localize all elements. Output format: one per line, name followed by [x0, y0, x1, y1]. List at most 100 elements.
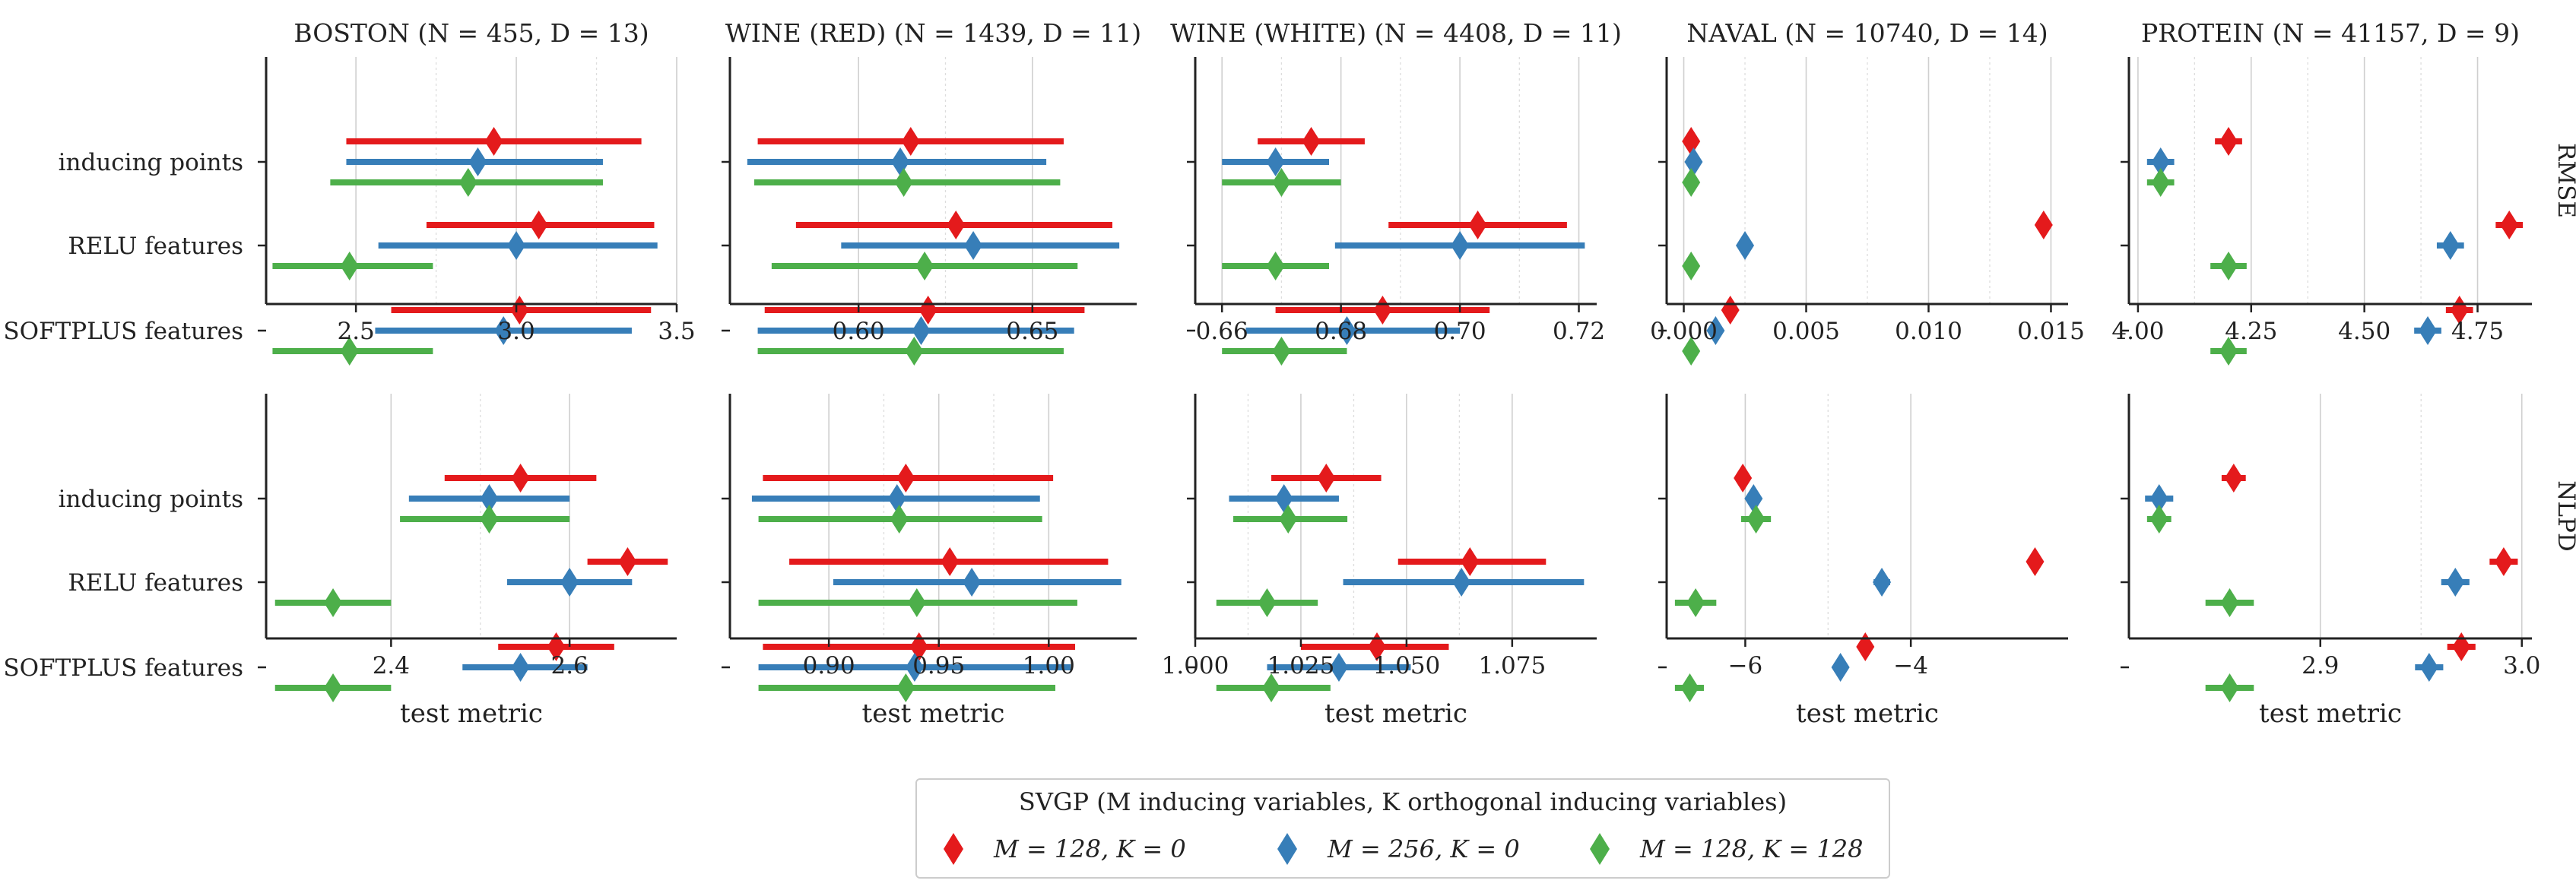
data-point-marker — [1266, 252, 1285, 280]
x-tick-label: 1.075 — [1478, 652, 1546, 679]
figure: 2.5 3.0 3.5 inducing points RELU features SOF… — [3, 18, 2576, 729]
y-tick-label: SOFTPLUS features — [3, 318, 243, 345]
data-point-marker — [1856, 632, 1875, 661]
data-point-marker — [2419, 653, 2438, 682]
x-axis-label: test metric — [862, 698, 1005, 729]
x-tick-label: 1.025 — [1267, 652, 1335, 679]
legend-label-blue: M = 256, K = 0 — [1328, 835, 1520, 863]
x-tick-label: 0.005 — [1772, 318, 1840, 345]
x-tick-label: −6 — [1728, 652, 1763, 679]
subplot-wine-red--nlpd: 0.90 0.95 1.00 test metric — [722, 394, 1137, 729]
data-point-marker — [963, 568, 982, 597]
data-point-marker — [1302, 127, 1321, 156]
subplot-wine-white--rmse: 0.66 0.68 0.70 0.72 WINE (WHITE) (N = 4408, … — [1170, 18, 1622, 366]
x-tick-label: 0.66 — [1196, 318, 1248, 345]
data-point-marker — [507, 231, 526, 260]
x-tick-label: 0.60 — [833, 318, 885, 345]
x-tick-label: −4 — [1893, 652, 1928, 679]
data-point-marker — [1682, 168, 1701, 197]
x-tick-label: 4.75 — [2451, 318, 2504, 345]
legend-marker-green-diamond-icon — [1590, 833, 1610, 865]
subplot-naval-nlpd: −6 −4 test metric — [1658, 394, 2068, 729]
data-point-marker — [894, 168, 913, 197]
x-tick-label: 0.70 — [1434, 318, 1486, 345]
x-tick-label: 4.00 — [2111, 318, 2164, 345]
data-point-marker — [1736, 231, 1755, 260]
data-point-marker — [480, 505, 499, 534]
data-point-marker — [1279, 505, 1298, 534]
y-tick-label: RELU features — [68, 569, 243, 597]
data-point-marker — [1373, 296, 1392, 325]
x-tick-label: 3.5 — [658, 318, 695, 345]
subplot-title: BOSTON (N = 455, D = 13) — [293, 18, 649, 48]
data-point-marker — [1686, 588, 1705, 617]
x-tick-label: 2.4 — [373, 652, 410, 679]
data-point-marker — [1452, 568, 1471, 597]
data-point-marker — [1706, 316, 1725, 345]
data-point-marker — [1337, 316, 1356, 345]
data-point-marker — [890, 505, 909, 534]
data-point-marker — [912, 316, 931, 345]
subplot-title: WINE (RED) (N = 1439, D = 11) — [725, 18, 1141, 48]
data-point-marker — [905, 337, 924, 366]
x-tick-label: 3.0 — [2503, 652, 2540, 679]
legend-item-red: M = 128, K = 0 — [944, 830, 1186, 868]
data-point-marker — [1684, 147, 1703, 176]
data-point-marker — [2494, 547, 2513, 576]
data-point-marker — [896, 673, 915, 702]
data-point-marker — [2149, 505, 2168, 534]
legend: SVGP (M inducing variables, K orthogonal… — [915, 778, 1890, 879]
x-axis-label: test metric — [400, 698, 543, 729]
data-point-marker — [1451, 231, 1470, 260]
data-point-marker — [1744, 484, 1763, 513]
x-tick-label: 1.00 — [1023, 652, 1075, 679]
x-tick-label: 0.010 — [1895, 318, 1962, 345]
x-tick-label: 2.5 — [337, 318, 374, 345]
y-tick-label: SOFTPLUS features — [3, 654, 243, 682]
data-point-marker — [2220, 588, 2239, 617]
data-point-marker — [905, 653, 924, 682]
data-point-marker — [1831, 653, 1850, 682]
data-point-marker — [1682, 252, 1701, 280]
legend-label-red: M = 128, K = 0 — [994, 835, 1186, 863]
data-point-marker — [618, 547, 637, 576]
data-point-marker — [1682, 127, 1701, 156]
x-tick-label: 0.95 — [912, 652, 965, 679]
data-point-marker — [2149, 484, 2168, 513]
legend-label-green: M = 128, K = 128 — [1640, 835, 1864, 863]
data-point-marker — [901, 127, 920, 156]
data-point-marker — [2219, 337, 2238, 366]
data-point-marker — [2452, 632, 2471, 661]
data-point-marker — [964, 231, 983, 260]
data-point-marker — [915, 252, 934, 280]
subplot-boston-rmse: 2.5 3.0 3.5 inducing points RELU features SOF… — [3, 18, 696, 366]
subplot-boston-nlpd: 2.4 2.6 inducing points RELU features SOFTPL… — [3, 394, 677, 729]
data-point-marker — [947, 211, 966, 239]
data-point-marker — [324, 588, 343, 617]
x-tick-label: 2.6 — [550, 652, 588, 679]
x-axis-label: test metric — [2259, 698, 2402, 729]
data-point-marker — [458, 168, 477, 197]
x-tick-label: 4.50 — [2338, 318, 2390, 345]
subplot-title: WINE (WHITE) (N = 4408, D = 11) — [1170, 18, 1622, 48]
data-point-marker — [324, 673, 343, 702]
y-tick-label: inducing points — [59, 149, 243, 176]
x-tick-label: 0.72 — [1553, 318, 1605, 345]
data-point-marker — [1682, 337, 1701, 366]
x-tick-label: 1.000 — [1162, 652, 1229, 679]
data-point-marker — [2219, 252, 2238, 280]
x-axis-label: test metric — [1796, 698, 1939, 729]
row-label-nlpd: NLPD — [2552, 480, 2576, 551]
subplot-wine-red--rmse: 0.60 0.65 WINE (RED) (N = 1439, D = 11) — [722, 18, 1141, 366]
data-point-marker — [1258, 588, 1277, 617]
data-point-marker — [511, 653, 530, 682]
data-point-marker — [529, 211, 548, 239]
data-point-marker — [1461, 547, 1480, 576]
legend-marker-blue-diamond-icon — [1277, 833, 1297, 865]
data-point-marker — [1262, 673, 1281, 702]
data-point-marker — [907, 588, 926, 617]
subplot-wine-white--nlpd: 1.000 1.025 1.050 1.075 test metric — [1162, 394, 1597, 729]
data-point-marker — [2441, 231, 2460, 260]
data-point-marker — [2224, 464, 2243, 493]
